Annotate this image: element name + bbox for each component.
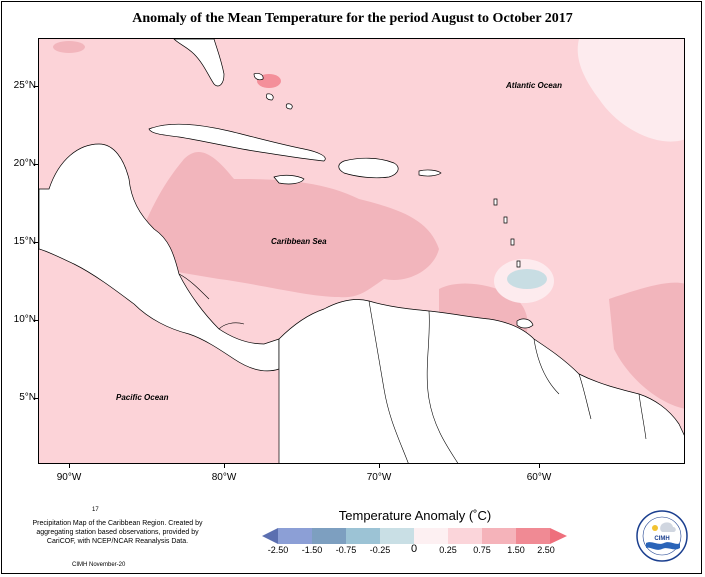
- legend-tick-label: -0.75: [335, 545, 357, 555]
- lon-tick: [224, 464, 225, 468]
- lon-tick: [539, 464, 540, 468]
- warm-anomaly-gulf: [53, 41, 85, 53]
- land-masses: [39, 39, 684, 463]
- country-borders: [178, 273, 647, 463]
- land-lesser-antilles-4: [516, 260, 521, 268]
- lat-tick: [34, 320, 38, 321]
- land-puerto-rico: [418, 169, 442, 177]
- legend-tick-label: -2.50: [267, 545, 289, 555]
- legend-title: Temperature Anomaly (˚C): [338, 508, 492, 523]
- land-florida: [173, 39, 225, 87]
- legend-tick-label: 0.25: [439, 545, 457, 555]
- legend-swatch-5: [414, 528, 448, 544]
- legend-swatch-6: [448, 528, 482, 544]
- legend-tick-label: -0.25: [369, 545, 391, 555]
- caribbean-sea-label: Caribbean Sea: [271, 237, 327, 246]
- land-bahamas-2: [266, 93, 274, 101]
- map-panel: [38, 38, 685, 464]
- longitude-label-70w: 70°W: [366, 472, 392, 483]
- lat-tick: [34, 398, 38, 399]
- lon-tick: [69, 464, 70, 468]
- lat-tick: [34, 164, 38, 165]
- neutral-anomaly-northeast: [577, 39, 684, 142]
- legend-tick-label: 1.50: [507, 545, 525, 555]
- land-central-america: [39, 143, 280, 372]
- legend-swatch-2: [312, 528, 346, 544]
- pacific-ocean-label: Pacific Ocean: [116, 393, 169, 402]
- land-lesser-antilles-1: [493, 198, 498, 206]
- land-lesser-antilles-3: [510, 238, 515, 246]
- legend-swatch-1: [278, 528, 312, 544]
- latitude-label-25n: 25°N: [13, 80, 36, 91]
- longitude-label-80w: 80°W: [211, 472, 237, 483]
- legend-swatch-0: [262, 528, 278, 544]
- lon-tick: [379, 464, 380, 468]
- map-credit: CIMH November-20: [72, 562, 126, 568]
- cool-anomaly-antilles: [507, 269, 547, 289]
- land-hispaniola: [338, 157, 399, 179]
- legend-swatch-3: [346, 528, 380, 544]
- land-lesser-antilles-2: [503, 216, 508, 224]
- legend-swatch-8: [516, 528, 550, 544]
- map-notes: Precipitation Map of the Caribbean Regio…: [32, 520, 203, 545]
- temperature-anomaly-map: [39, 39, 684, 463]
- land-trinidad: [516, 318, 534, 329]
- land-jamaica: [273, 174, 305, 185]
- atlantic-ocean-label: Atlantic Ocean: [506, 81, 563, 90]
- notes-number: 17: [92, 507, 99, 513]
- land-bahamas-1: [253, 73, 264, 81]
- legend-tick-label: 2.50: [537, 545, 555, 555]
- latitude-label-10n: 10°N: [13, 314, 36, 325]
- latitude-label-5n: 5°N: [19, 392, 36, 403]
- lat-tick: [34, 86, 38, 87]
- cimh-logo-icon: CIMH: [636, 510, 688, 562]
- map-title: Anomaly of the Mean Temperature for the …: [132, 11, 573, 26]
- warm-anomaly-caribbean: [134, 151, 439, 298]
- longitude-label-90w: 90°W: [56, 472, 82, 483]
- latitude-label-20n: 20°N: [13, 158, 36, 169]
- legend-tick-label: -1.50: [301, 545, 323, 555]
- legend-swatch-4: [380, 528, 414, 544]
- logo-text: CIMH: [654, 536, 669, 542]
- legend-tick-label: 0.75: [473, 545, 491, 555]
- land-cuba: [148, 123, 326, 162]
- longitude-label-60w: 60°W: [526, 472, 552, 483]
- legend-swatch-9: [550, 528, 567, 544]
- legend-colorbar: [262, 528, 567, 544]
- land-bahamas-3: [285, 103, 293, 110]
- latitude-label-15n: 15°N: [13, 236, 36, 247]
- legend-swatch-7: [482, 528, 516, 544]
- lat-tick: [34, 242, 38, 243]
- warm-anomaly-east: [609, 282, 684, 409]
- legend-tick-label-zero: 0: [410, 543, 418, 555]
